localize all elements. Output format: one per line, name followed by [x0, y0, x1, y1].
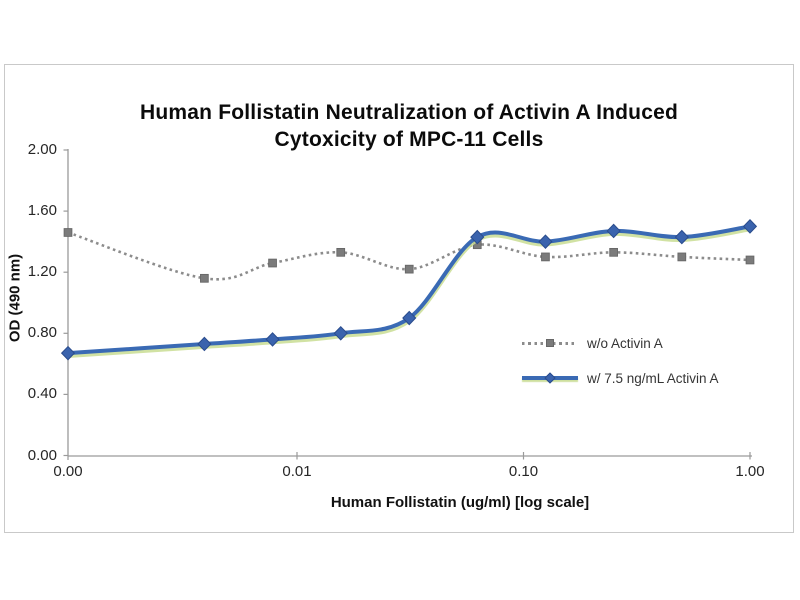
data-point-diamond: [197, 336, 212, 352]
data-point-square: [268, 258, 277, 268]
y-tick-label: 0.80: [27, 324, 57, 342]
legend: w/o Activin A w/ 7.5 ng/mL Activin A: [522, 334, 719, 387]
data-point-square: [745, 255, 755, 265]
diamond-marker-icon: [544, 372, 556, 384]
y-tick-label: 1.60: [27, 202, 57, 220]
data-point-diamond: [538, 234, 553, 249]
data-point-diamond: [333, 325, 348, 341]
data-point-diamond: [742, 219, 758, 234]
x-axis-title: Human Follistatin (ug/ml) [log scale]: [330, 494, 590, 511]
data-point-diamond: [606, 223, 621, 239]
legend-label-with-activin-a: w/ 7.5 ng/mL Activin A: [587, 370, 719, 386]
data-point-diamond: [265, 332, 280, 347]
series-line-0: [67, 231, 751, 281]
data-point-square: [541, 252, 550, 262]
chart-title-line-2: Cytoxicity of MPC-11 Cells: [274, 128, 544, 151]
data-point-square: [677, 252, 687, 262]
square-marker-icon: [546, 339, 554, 347]
data-point-square: [336, 247, 346, 257]
y-tick-label: 2.00: [27, 141, 57, 158]
data-point-square: [609, 247, 618, 257]
chart-title-line-1: Human Follistatin Neutralization of Acti…: [140, 101, 678, 124]
axis-lines: [67, 149, 752, 457]
y-tick-label: 0.00: [27, 446, 57, 464]
data-point-square: [63, 228, 73, 237]
solid-line-swatch: [522, 372, 578, 384]
data-point-diamond: [674, 229, 689, 245]
x-tick-label: 0.01: [282, 463, 312, 480]
y-tick-label: 1.20: [27, 263, 57, 281]
series-line-1: [67, 224, 751, 356]
chart-panel: [4, 64, 794, 533]
data-point-square: [200, 273, 209, 283]
legend-item-without-activin-a: w/o Activin A: [522, 334, 719, 352]
dotted-line-swatch: [522, 337, 578, 349]
data-point-diamond: [402, 310, 417, 326]
data-point-diamond: [470, 229, 485, 245]
chart-title: Human Follistatin Neutralization of Acti…: [64, 99, 754, 153]
legend-item-with-activin-a: w/ 7.5 ng/mL Activin A: [522, 369, 719, 387]
legend-label-without-activin-a: w/o Activin A: [587, 335, 663, 351]
x-tick-label: 0.00: [53, 463, 83, 480]
data-point-diamond: [60, 345, 76, 361]
x-tick-label: 0.10: [508, 463, 539, 480]
x-tick-label: 1.00: [735, 463, 765, 480]
data-point-square: [404, 264, 414, 274]
y-tick-label: 0.40: [27, 385, 57, 403]
